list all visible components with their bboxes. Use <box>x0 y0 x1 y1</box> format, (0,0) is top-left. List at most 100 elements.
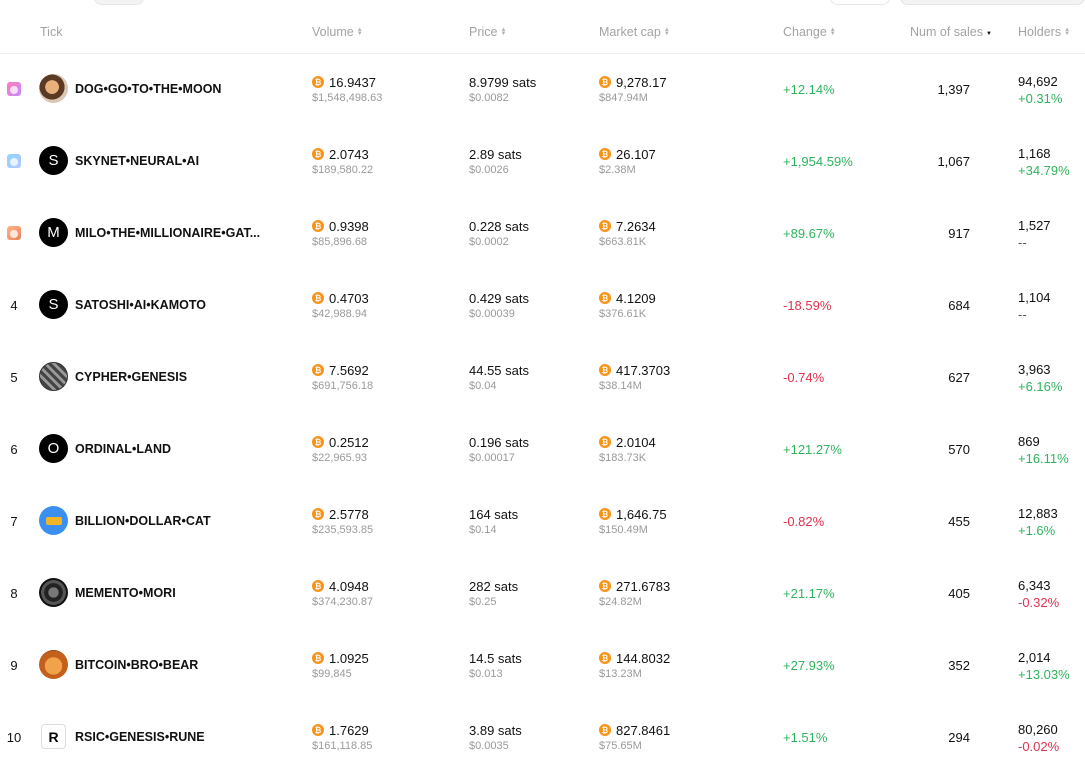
bitcoin-icon: ₿ <box>599 580 611 592</box>
volume-usd: $374,230.87 <box>312 596 374 608</box>
holders-change: -- <box>1018 235 1027 250</box>
num-sales-value: 917 <box>948 225 970 241</box>
table-row[interactable]: 4 S SATOSHI•AI•KAMOTO ₿ 0.4703 $42,988.94… <box>0 269 1085 341</box>
token-avatar[interactable]: S <box>39 290 68 319</box>
volume-usd: $85,896.68 <box>312 236 368 248</box>
rank-number: 8 <box>10 585 18 601</box>
rank-cell: 5 <box>4 341 24 413</box>
token-avatar[interactable] <box>39 506 68 535</box>
tick-name[interactable]: BITCOIN•BRO•BEAR <box>75 658 199 672</box>
column-header-volume[interactable]: Volume ▲ ▼ <box>312 25 363 39</box>
table-row[interactable]: DOG•GO•TO•THE•MOON ₿ 16.9437 $1,548,498.6… <box>0 53 1085 125</box>
sort-arrows-icon[interactable]: ▲ ▼ <box>500 27 507 37</box>
price-sats: 8.9799 sats <box>469 74 537 90</box>
tick-name[interactable]: SATOSHI•AI•KAMOTO <box>75 298 206 312</box>
column-header-holders[interactable]: Holders ▲ ▼ <box>1018 25 1071 39</box>
tick-name[interactable]: RSIC•GENESIS•RUNE <box>75 730 205 744</box>
price-cell: 8.9799 sats $0.0082 <box>469 74 537 105</box>
price-cell: 282 sats $0.25 <box>469 578 518 609</box>
volume-cell: ₿ 1.0925 $99,845 <box>312 650 369 680</box>
token-avatar[interactable]: O <box>39 434 68 463</box>
tick-name[interactable]: BILLION•DOLLAR•CAT <box>75 514 211 528</box>
token-avatar[interactable]: R <box>41 724 66 749</box>
change-value: +12.14% <box>783 81 835 97</box>
market-cap-btc: 2.0104 <box>616 434 656 450</box>
price-sats: 44.55 sats <box>469 362 529 378</box>
volume-btc: 0.9398 <box>329 218 369 234</box>
rank-number: 4 <box>10 297 18 313</box>
rank-number: 10 <box>6 729 22 745</box>
tick-name[interactable]: MILO•THE•MILLIONAIRE•GAT... <box>75 226 261 240</box>
rank-number: 6 <box>10 441 18 457</box>
bitcoin-icon: ₿ <box>599 148 611 160</box>
market-cap-usd: $75.65M <box>599 740 642 752</box>
column-header-num-sales[interactable]: Num of sales ▼ <box>910 25 992 39</box>
num-sales-value: 684 <box>948 297 970 313</box>
market-cap-cell: ₿ 7.2634 $663.81K <box>599 218 656 248</box>
sort-arrows-icon[interactable]: ▲ ▼ <box>663 27 670 37</box>
bitcoin-icon: ₿ <box>312 292 324 304</box>
sort-arrows-icon[interactable]: ▲ ▼ <box>1064 27 1071 37</box>
table-row[interactable]: 8 MEMENTO•MORI ₿ 4.0948 $374,230.87 282 s… <box>0 557 1085 629</box>
change-value: +1,954.59% <box>783 153 853 169</box>
bitcoin-icon: ₿ <box>599 292 611 304</box>
table-row[interactable]: 5 CYPHER•GENESIS ₿ 7.5692 $691,756.18 44.… <box>0 341 1085 413</box>
market-cap-usd: $663.81K <box>599 236 647 248</box>
price-cell: 0.196 sats $0.00017 <box>469 434 529 465</box>
token-avatar[interactable]: M <box>39 218 68 247</box>
rank-cell <box>4 125 24 197</box>
holders-cell: 3,963 +6.16% <box>1018 362 1062 394</box>
price-sats: 2.89 sats <box>469 146 522 162</box>
tick-name[interactable]: SKYNET•NEURAL•AI <box>75 154 200 168</box>
volume-cell: ₿ 7.5692 $691,756.18 <box>312 362 373 392</box>
column-header-price[interactable]: Price ▲ ▼ <box>469 25 507 39</box>
table-row[interactable]: 6 O ORDINAL•LAND ₿ 0.2512 $22,965.93 0.19… <box>0 413 1085 485</box>
tick-name[interactable]: DOG•GO•TO•THE•MOON <box>75 82 222 96</box>
tick-name[interactable]: CYPHER•GENESIS <box>75 370 188 384</box>
table-row[interactable]: M MILO•THE•MILLIONAIRE•GAT... ₿ 0.9398 $8… <box>0 197 1085 269</box>
tick-name[interactable]: ORDINAL•LAND <box>75 442 172 456</box>
price-sats: 0.228 sats <box>469 218 529 234</box>
price-usd: $0.04 <box>469 380 497 392</box>
holders-count: 6,343 <box>1018 578 1051 593</box>
table-row[interactable]: 9 BITCOIN•BRO•BEAR ₿ 1.0925 $99,845 14.5 … <box>0 629 1085 701</box>
holders-cell: 1,104 -- <box>1018 290 1051 322</box>
price-usd: $0.013 <box>469 668 503 680</box>
rank-number: 9 <box>10 657 18 673</box>
sort-arrows-icon[interactable]: ▲ ▼ <box>829 27 836 37</box>
market-cap-btc: 4.1209 <box>616 290 656 306</box>
sort-arrows-icon[interactable]: ▲ ▼ <box>356 27 363 37</box>
token-avatar[interactable] <box>39 650 68 679</box>
column-header-market-cap[interactable]: Market cap ▲ ▼ <box>599 25 670 39</box>
bitcoin-icon: ₿ <box>312 652 324 664</box>
tick-name[interactable]: MEMENTO•MORI <box>75 586 176 600</box>
price-sats: 0.429 sats <box>469 290 529 306</box>
num-sales-value: 1,067 <box>937 153 970 169</box>
price-cell: 0.429 sats $0.00039 <box>469 290 529 321</box>
market-cap-usd: $13.23M <box>599 668 642 680</box>
token-avatar[interactable]: S <box>39 146 68 175</box>
volume-btc: 1.7629 <box>329 722 369 738</box>
table-row[interactable]: 10 R RSIC•GENESIS•RUNE ₿ 1.7629 $161,118.… <box>0 701 1085 763</box>
bitcoin-icon: ₿ <box>312 580 324 592</box>
table-row[interactable]: S SKYNET•NEURAL•AI ₿ 2.0743 $189,580.22 2… <box>0 125 1085 197</box>
token-avatar[interactable] <box>39 362 68 391</box>
sort-desc-icon[interactable]: ▼ <box>985 31 992 37</box>
rank-cell: 8 <box>4 557 24 629</box>
token-avatar[interactable] <box>39 578 68 607</box>
change-value: +1.51% <box>783 729 828 745</box>
price-sats: 14.5 sats <box>469 650 522 666</box>
change-value: +27.93% <box>783 657 835 673</box>
price-usd: $0.25 <box>469 596 497 608</box>
volume-cell: ₿ 2.5778 $235,593.85 <box>312 506 373 536</box>
rank-cell: 6 <box>4 413 24 485</box>
token-avatar[interactable] <box>39 74 68 103</box>
table-row[interactable]: 7 BILLION•DOLLAR•CAT ₿ 2.5778 $235,593.85… <box>0 485 1085 557</box>
volume-usd: $691,756.18 <box>312 380 374 392</box>
holders-cell: 1,168 +34.79% <box>1018 146 1070 178</box>
price-usd: $0.00017 <box>469 452 515 464</box>
gold-medal-icon <box>7 82 21 96</box>
table-header: Tick Volume ▲ ▼ Price ▲ ▼ Market cap ▲ ▼ Chang… <box>0 0 1085 54</box>
volume-usd: $161,118.85 <box>312 740 373 752</box>
column-header-change[interactable]: Change ▲ ▼ <box>783 25 836 39</box>
